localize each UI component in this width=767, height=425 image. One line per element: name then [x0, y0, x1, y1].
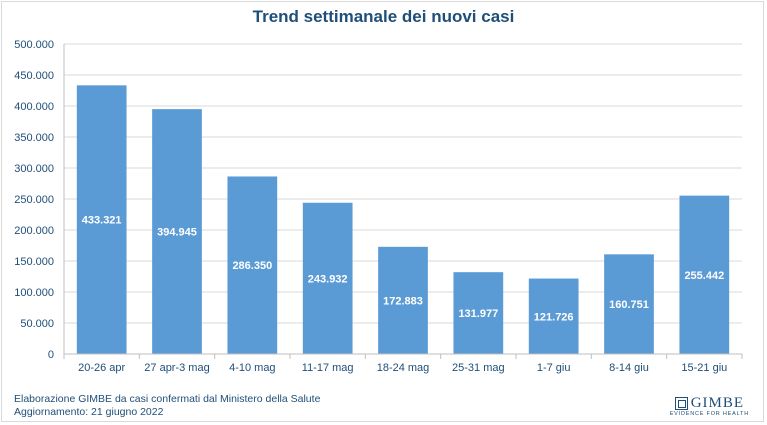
bar	[604, 254, 654, 354]
logo-mark-icon	[674, 397, 688, 410]
footer-source: Elaborazione GIMBE da casi confermati da…	[14, 393, 321, 405]
bar-data-label: 394.945	[157, 227, 197, 239]
bar-data-label: 243.932	[308, 273, 348, 285]
y-tick-label: 150.000	[14, 256, 54, 268]
bar	[378, 246, 428, 354]
y-tick-label: 50.000	[20, 318, 54, 330]
bar	[76, 85, 127, 355]
y-tick-label: 350.000	[14, 132, 54, 144]
x-tick-label: 15-21 giu	[681, 362, 727, 374]
bar	[227, 176, 278, 354]
bar	[528, 278, 579, 354]
x-axis: 20-26 apr 27 apr-3 mag 4-10 mag 11-17 mag 18…	[63, 353, 743, 374]
x-tick-label: 25-31 mag	[452, 362, 505, 374]
gimbe-logo: GIMBE EVIDENCE FOR HEALTH	[670, 395, 749, 417]
bar-data-label: 286.350	[232, 260, 272, 272]
x-tick-label: 1-7 giu	[537, 362, 571, 374]
y-tick-label: 300.000	[14, 163, 54, 175]
bar-data-label: 160.751	[609, 299, 649, 311]
y-axis: 0 50.000 100.000 150.000 200.000 250.000 300.0…	[14, 39, 65, 361]
footer: Elaborazione GIMBE da casi confermati da…	[14, 393, 320, 419]
bar-data-label: 433.321	[82, 215, 122, 227]
bar	[679, 195, 730, 354]
bar-data-label: 131.977	[458, 308, 498, 320]
x-tick-label: 4-10 mag	[229, 362, 275, 374]
bar	[453, 272, 504, 354]
y-tick-label: 450.000	[14, 70, 54, 82]
bar	[302, 202, 353, 354]
y-tick-label: 500.000	[14, 39, 54, 51]
logo-tagline: EVIDENCE FOR HEALTH	[669, 411, 749, 417]
logo-name: GIMBE	[690, 395, 745, 411]
bar-data-label: 255.442	[684, 270, 724, 282]
bar-data-label: 172.883	[383, 295, 423, 307]
footer-update: Aggiornamento: 21 giugno 2022	[14, 406, 164, 418]
bars: 433.321 394.945 286.350 243.932 172.883 131.9…	[76, 85, 730, 355]
y-tick-label: 200.000	[14, 225, 54, 237]
x-tick-label: 18-24 mag	[377, 362, 430, 374]
x-tick-label: 8-14 giu	[609, 362, 649, 374]
bar-data-label: 121.726	[534, 311, 574, 323]
y-tick-label: 0	[48, 349, 54, 361]
chart-title: Trend settimanale dei nuovi casi	[252, 7, 515, 26]
bar	[152, 109, 202, 355]
x-tick-label: 27 apr-3 mag	[144, 362, 209, 374]
x-tick-label: 20-26 apr	[78, 362, 125, 374]
x-tick-label: 11-17 mag	[302, 362, 354, 374]
y-tick-label: 100.000	[14, 287, 54, 299]
y-tick-label: 400.000	[14, 101, 54, 113]
y-tick-label: 250.000	[14, 194, 54, 206]
